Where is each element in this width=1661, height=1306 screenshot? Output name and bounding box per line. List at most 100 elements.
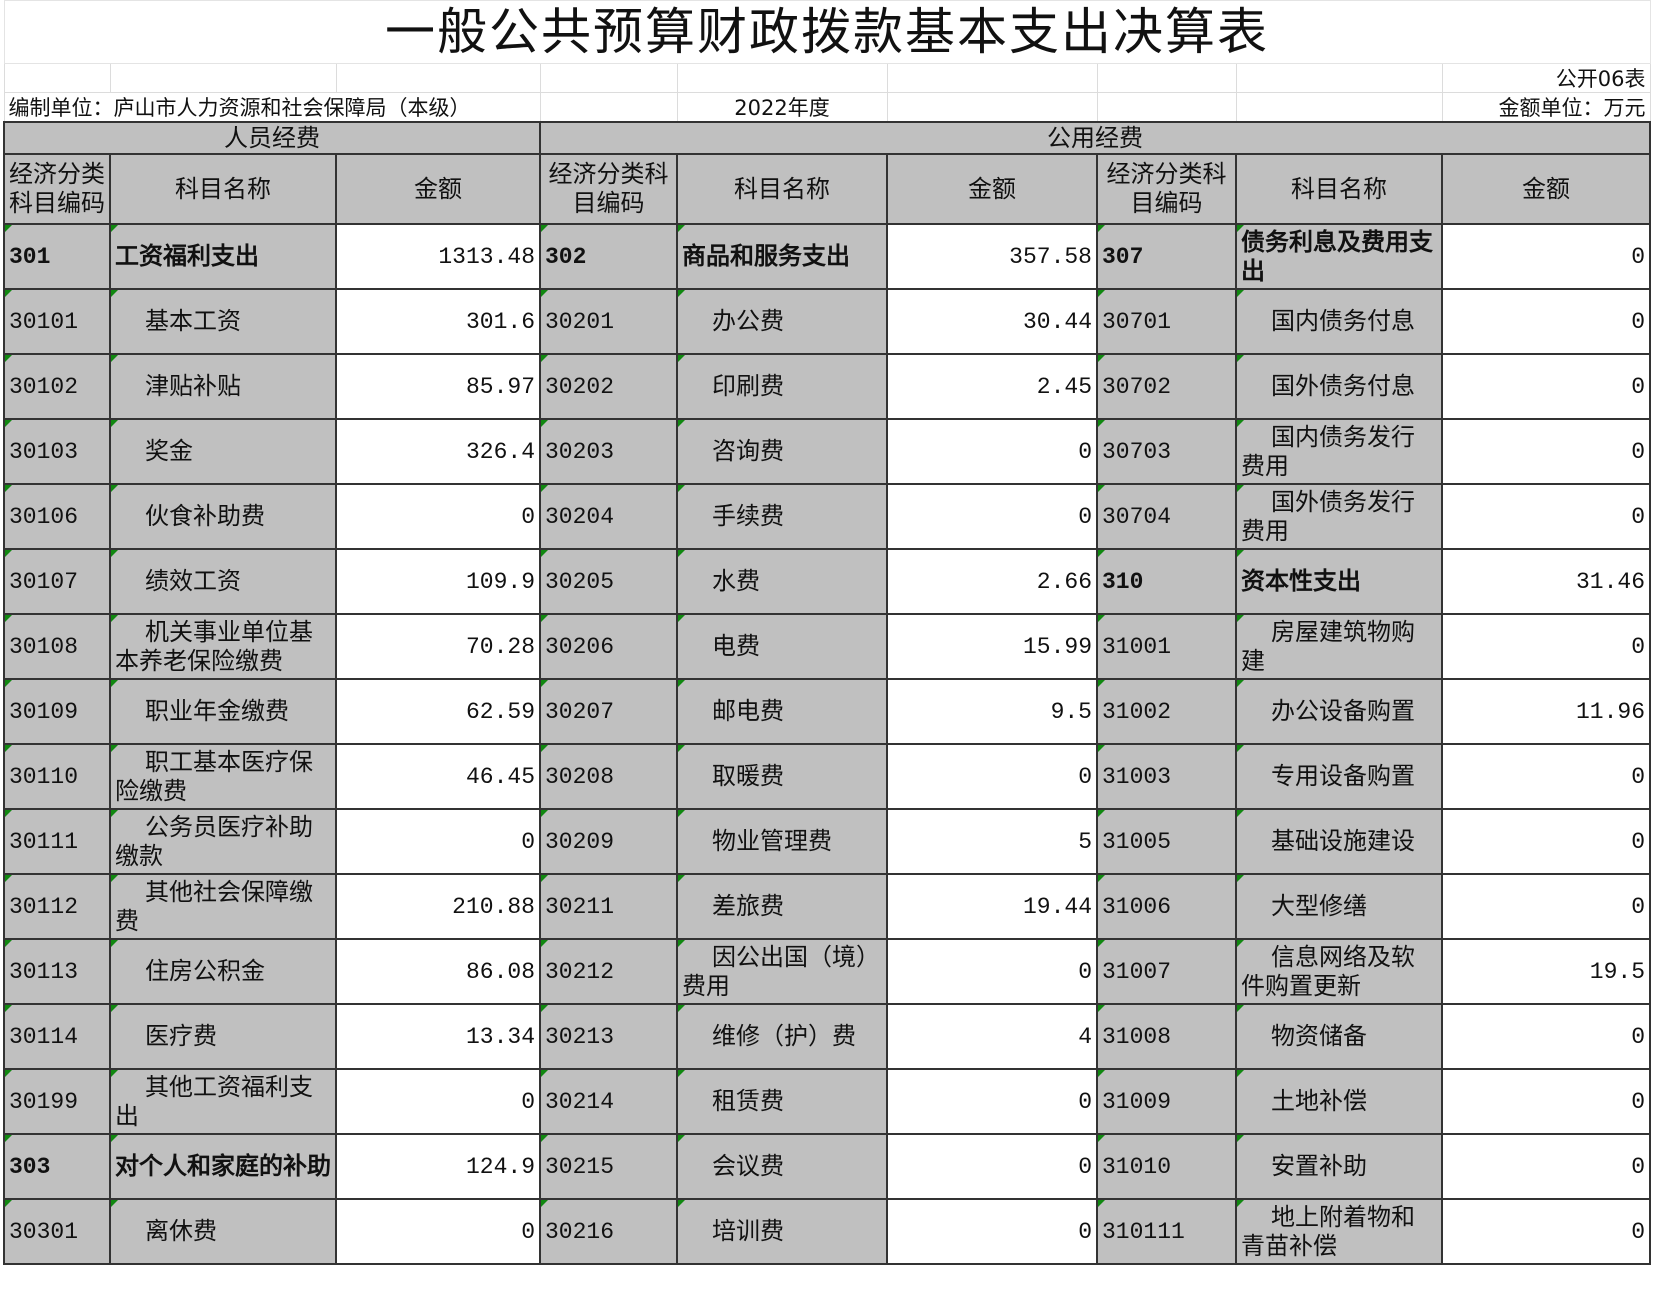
economic-code: 31007: [1102, 958, 1172, 985]
item-name: 债务利息及费用支出: [1241, 227, 1433, 285]
economic-code-cell: 30203: [539, 418, 678, 485]
item-name-cell: 信息网络及软件购置更新: [1235, 938, 1443, 1005]
item-name-cell: 安置补助: [1235, 1133, 1443, 1200]
item-name-cell: 国外债务发行费用: [1235, 483, 1443, 550]
comment-marker-icon: [112, 681, 118, 687]
economic-code-cell: 31003: [1096, 743, 1237, 810]
column-header: 金额: [335, 153, 541, 225]
comment-marker-icon: [6, 681, 12, 687]
amount-cell: 19.44: [886, 873, 1098, 940]
comment-marker-icon: [679, 616, 685, 622]
table-row: 301 工资福利支出 1313.48 302 商品和服务支出 357.58 307 债务利息及…: [3, 223, 1651, 290]
comment-marker-icon: [1238, 1071, 1244, 1077]
comment-marker-icon: [679, 1136, 685, 1142]
economic-code-cell: 30111: [3, 808, 111, 875]
comment-marker-icon: [1099, 551, 1105, 557]
economic-code-cell: 30108: [3, 613, 111, 680]
comment-marker-icon: [112, 486, 118, 492]
comment-marker-icon: [542, 876, 548, 882]
comment-marker-icon: [6, 616, 12, 622]
economic-code: 30202: [545, 373, 615, 400]
item-name-cell: 伙食补助费: [109, 483, 337, 550]
fiscal-year: 2022年度: [676, 92, 888, 123]
amount-cell: 2.66: [886, 548, 1098, 615]
amount-cell: 0: [1441, 1133, 1651, 1200]
comment-marker-icon: [112, 226, 118, 232]
item-name: 印刷费: [712, 372, 784, 400]
amount-cell: 0: [1441, 1198, 1651, 1265]
economic-code: 30108: [9, 633, 79, 660]
item-name-cell: 资本性支出: [1235, 548, 1443, 615]
item-name: 绩效工资: [145, 567, 241, 595]
economic-code: 303: [9, 1153, 51, 1180]
comment-marker-icon: [542, 1136, 548, 1142]
economic-code-cell: 30208: [539, 743, 678, 810]
economic-code-cell: 301: [3, 223, 111, 290]
economic-code-cell: 31008: [1096, 1003, 1237, 1070]
item-name-cell: 住房公积金: [109, 938, 337, 1005]
comment-marker-icon: [1238, 486, 1244, 492]
item-name: 职业年金缴费: [145, 697, 289, 725]
item-name-cell: 奖金: [109, 418, 337, 485]
column-header: 金额: [886, 153, 1098, 225]
item-name: 基本工资: [145, 307, 241, 335]
comment-marker-icon: [542, 551, 548, 557]
comment-marker-icon: [679, 291, 685, 297]
item-name: 物资储备: [1271, 1022, 1367, 1050]
item-name-cell: 租赁费: [676, 1068, 888, 1135]
economic-code: 30703: [1102, 438, 1172, 465]
comment-marker-icon: [679, 811, 685, 817]
comment-marker-icon: [679, 551, 685, 557]
amount-cell: 5: [886, 808, 1098, 875]
economic-code-cell: 30199: [3, 1068, 111, 1135]
economic-code-cell: 30102: [3, 353, 111, 420]
item-name-cell: 机关事业单位基本养老保险缴费: [109, 613, 337, 680]
economic-code: 31010: [1102, 1153, 1172, 1180]
comment-marker-icon: [1099, 1006, 1105, 1012]
economic-code-cell: 30301: [3, 1198, 111, 1265]
item-name-cell: 债务利息及费用支出: [1235, 223, 1443, 290]
table-row: 30113 住房公积金 86.08 30212 因公出国（境）费用 0 31007 信息网络及…: [3, 938, 1651, 1005]
comment-marker-icon: [542, 421, 548, 427]
item-name-cell: 土地补偿: [1235, 1068, 1443, 1135]
amount-cell: 0: [335, 483, 541, 550]
item-name: 维修（护）费: [712, 1022, 856, 1050]
comment-marker-icon: [679, 486, 685, 492]
economic-code: 30110: [9, 763, 79, 790]
comment-marker-icon: [1238, 1136, 1244, 1142]
amount-cell: 0: [1441, 1068, 1651, 1135]
comment-marker-icon: [6, 291, 12, 297]
amount-cell: 357.58: [886, 223, 1098, 290]
column-header: 经济分类科目编码: [1096, 153, 1237, 225]
economic-code: 31006: [1102, 893, 1172, 920]
economic-code-cell: 310: [1096, 548, 1237, 615]
item-name: 住房公积金: [145, 957, 265, 985]
item-name: 差旅费: [712, 892, 784, 920]
item-name-cell: 维修（护）费: [676, 1003, 888, 1070]
amount-cell: 0: [1441, 483, 1651, 550]
comment-marker-icon: [1238, 1006, 1244, 1012]
comment-marker-icon: [6, 1201, 12, 1207]
column-header: 科目名称: [109, 153, 337, 225]
item-name: 因公出国（境）费用: [682, 942, 880, 1000]
economic-code: 30112: [9, 893, 79, 920]
item-name-cell: 对个人和家庭的补助: [109, 1133, 337, 1200]
economic-code-cell: 30112: [3, 873, 111, 940]
comment-marker-icon: [1099, 486, 1105, 492]
amount-cell: 326.4: [335, 418, 541, 485]
economic-code-cell: 30205: [539, 548, 678, 615]
amount-unit: 金额单位：万元: [1441, 92, 1651, 123]
item-name-cell: 印刷费: [676, 353, 888, 420]
item-name: 信息网络及软件购置更新: [1241, 942, 1415, 1000]
table-row: 30106 伙食补助费 0 30204 手续费 0 30704 国外债务发行费用 0: [3, 483, 1651, 550]
item-name: 公务员医疗补助缴款: [115, 812, 313, 870]
comment-marker-icon: [679, 746, 685, 752]
comment-marker-icon: [542, 616, 548, 622]
economic-code-cell: 30114: [3, 1003, 111, 1070]
amount-cell: 46.45: [335, 743, 541, 810]
economic-code-cell: 30216: [539, 1198, 678, 1265]
economic-code-cell: 30113: [3, 938, 111, 1005]
item-name: 商品和服务支出: [682, 242, 850, 270]
economic-code: 307: [1102, 243, 1144, 270]
comment-marker-icon: [1238, 811, 1244, 817]
